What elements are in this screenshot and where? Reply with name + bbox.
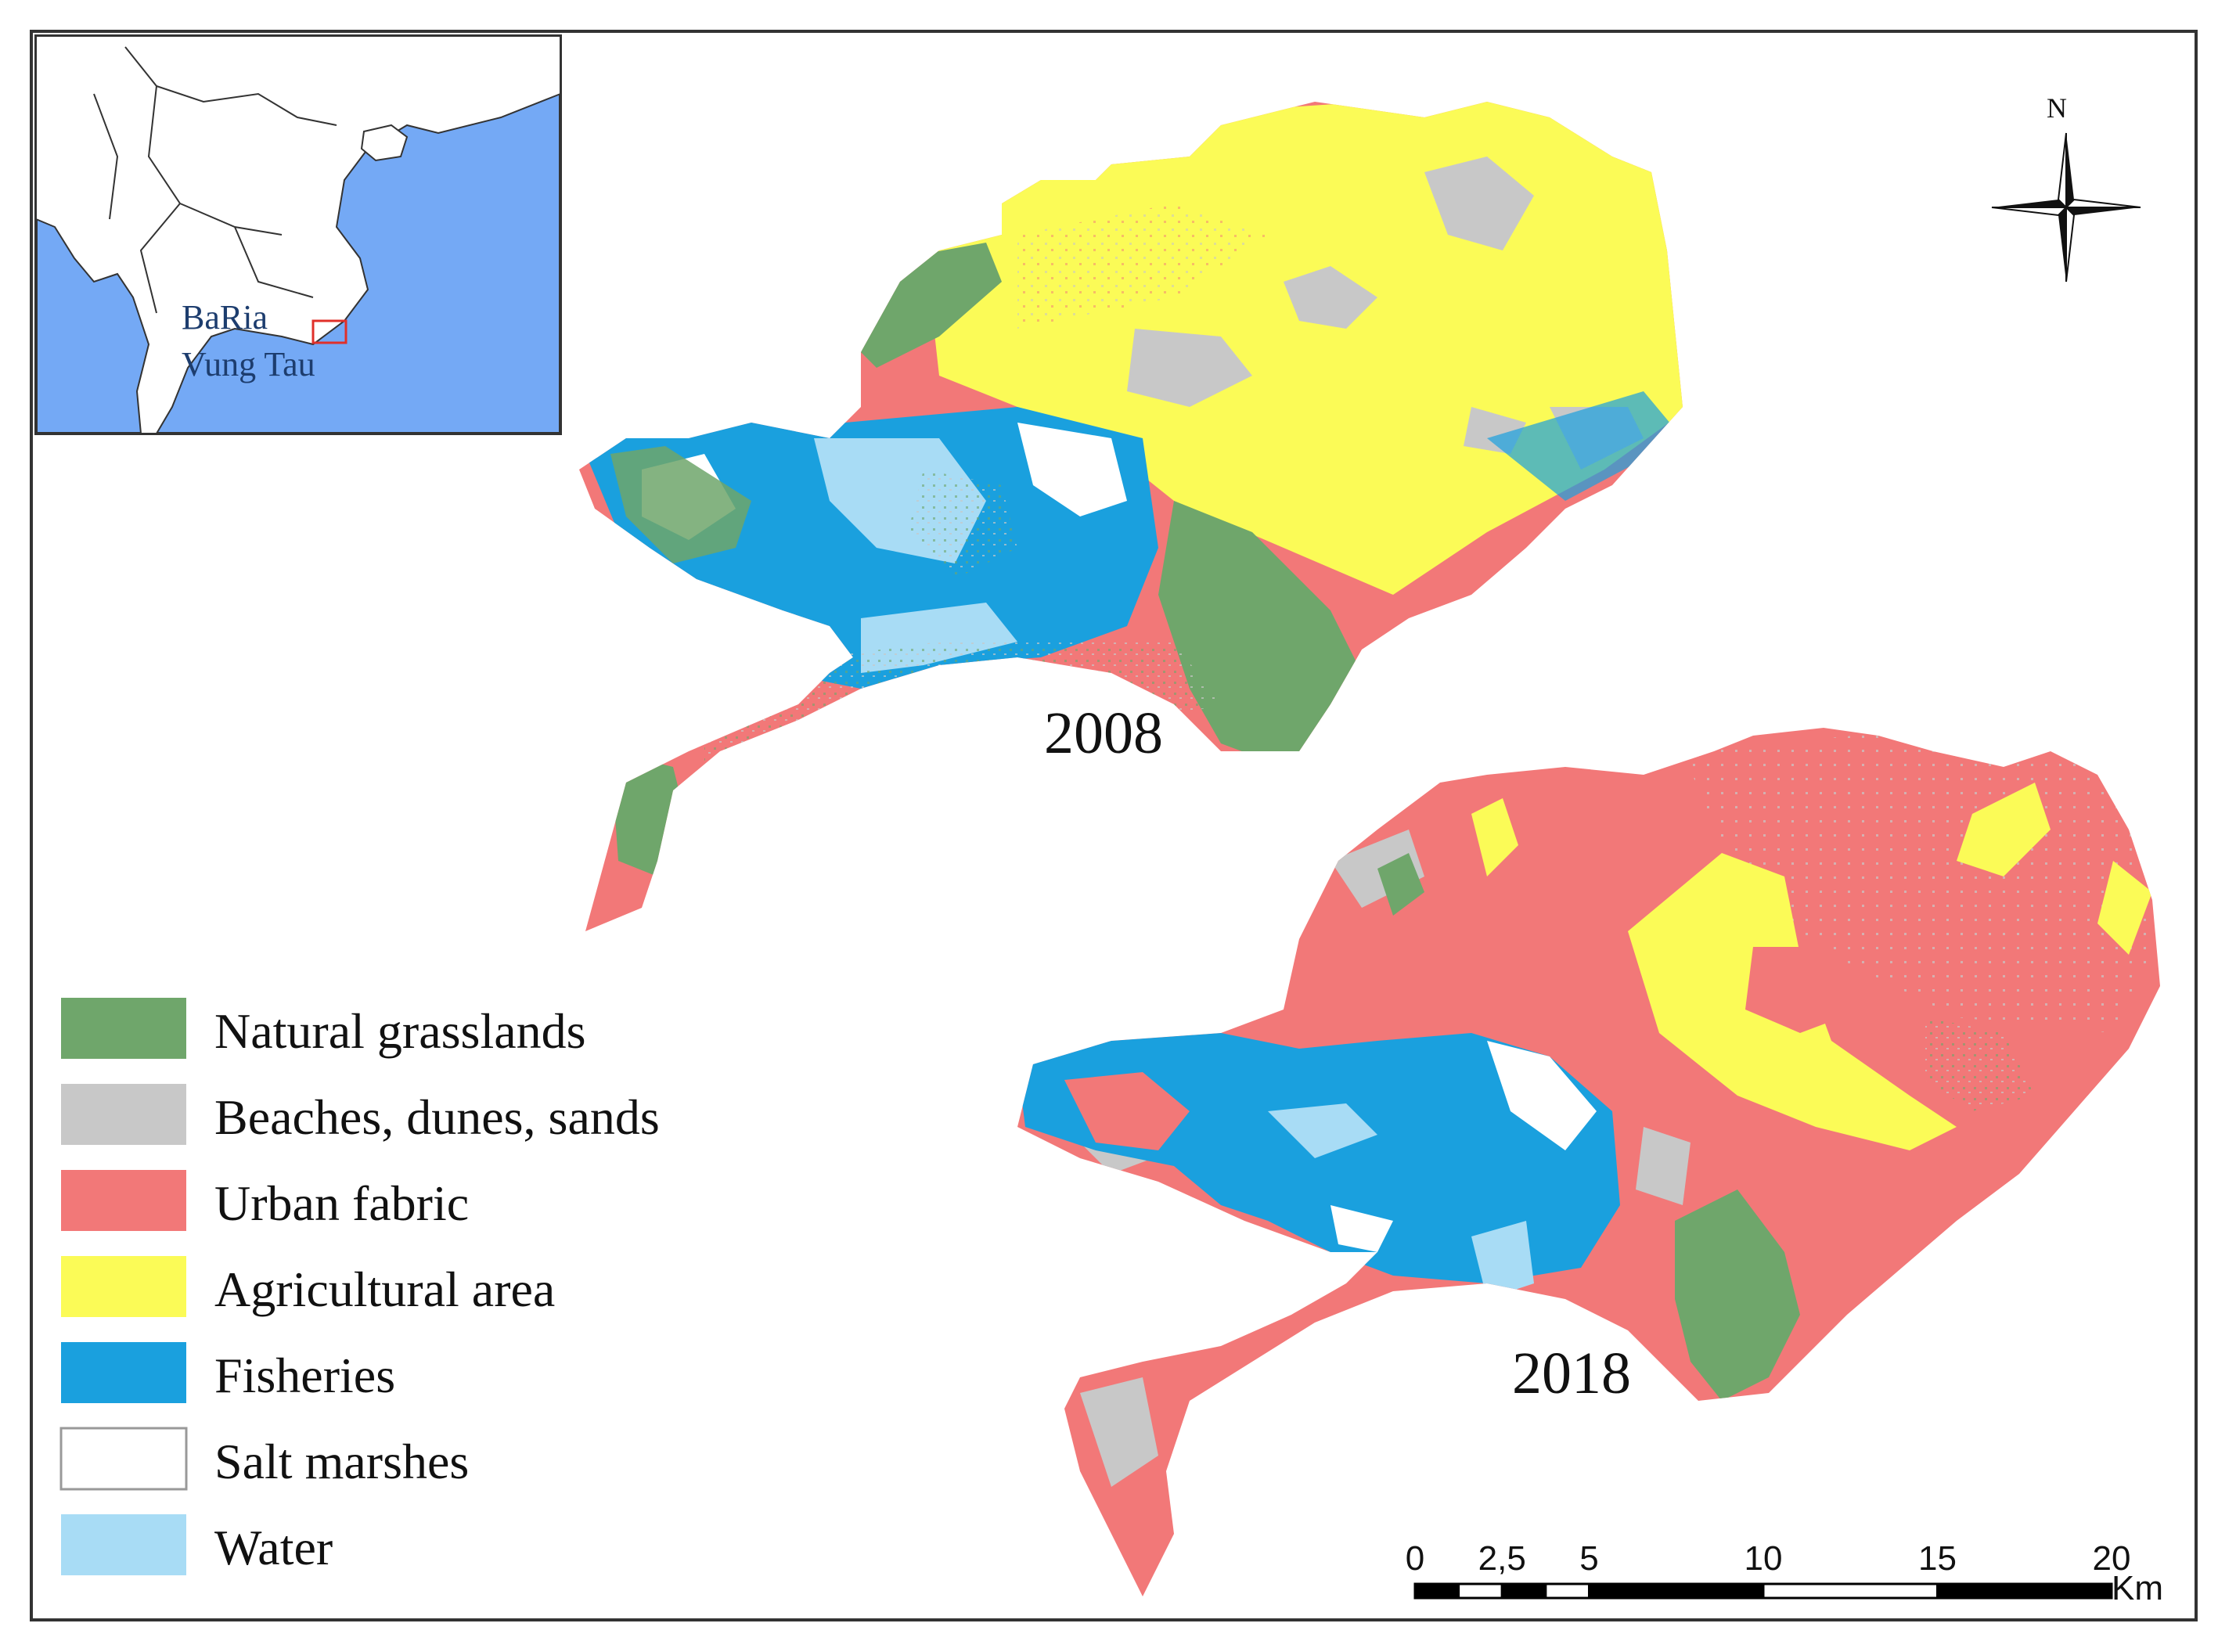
- legend-label-6: Water: [214, 1520, 333, 1575]
- legend-label-3: Agricultural area: [214, 1261, 555, 1317]
- scale-tick-label-5: 20: [2093, 1539, 2131, 1578]
- legend-swatch-1: [61, 1084, 186, 1145]
- scale-bar: Km 0 2,5 5 10 15 20: [1406, 1539, 2163, 1607]
- scale-segment-6: [1936, 1582, 2113, 1600]
- scale-segment-1: [1457, 1582, 1503, 1600]
- inset-hainan: [360, 124, 409, 162]
- legend-label-1: Beaches, dunes, sands: [214, 1089, 660, 1145]
- inset-map: BaRia Vung Tau: [34, 34, 562, 435]
- inset-label-vungtau: Vung Tau: [182, 345, 315, 383]
- legend-label-2: Urban fabric: [214, 1175, 469, 1231]
- legend-label-4: Fisheries: [214, 1348, 395, 1403]
- scale-tick-label-0: 0: [1406, 1539, 1424, 1578]
- legend-swatch-4: [61, 1342, 186, 1403]
- legend-label-0: Natural grasslands: [214, 1003, 586, 1059]
- legend-swatch-5: [59, 1427, 188, 1491]
- scale-tick-label-2: 5: [1579, 1539, 1598, 1578]
- inset-borders: [93, 46, 337, 314]
- scale-tick-label-4: 15: [1918, 1539, 1957, 1578]
- legend-swatch-2: [61, 1170, 186, 1231]
- legend-label-5: Salt marshes: [214, 1434, 469, 1489]
- scale-tick-label-1: 2,5: [1478, 1539, 1526, 1578]
- scale-segment-4: [1588, 1582, 1765, 1600]
- inset-study-area-box: [311, 319, 347, 344]
- legend-swatch-6: [61, 1514, 186, 1575]
- north-label: N: [2047, 92, 2067, 124]
- year-label-2018: 2018: [1512, 1341, 1631, 1406]
- scale-tick-label-3: 10: [1745, 1539, 1783, 1578]
- legend-swatch-0: [61, 998, 186, 1059]
- scale-unit: Km: [2112, 1569, 2163, 1607]
- inset-mainland: [35, 35, 561, 434]
- scale-segment-2: [1500, 1582, 1547, 1600]
- legend: Natural grasslands Beaches, dunes, sands U…: [59, 998, 660, 1575]
- scale-segment-0: [1413, 1582, 1460, 1600]
- inset-label-baria: BaRia: [182, 298, 268, 337]
- legend-swatch-3: [61, 1256, 186, 1317]
- scale-segment-3: [1544, 1582, 1590, 1600]
- map-frame: [30, 30, 2198, 1621]
- scale-segment-5: [1762, 1582, 1939, 1600]
- north-arrow-icon: N: [1991, 92, 2141, 283]
- landcover-map-2018: 2018: [1017, 728, 2160, 1596]
- year-label-2008: 2008: [1044, 700, 1163, 766]
